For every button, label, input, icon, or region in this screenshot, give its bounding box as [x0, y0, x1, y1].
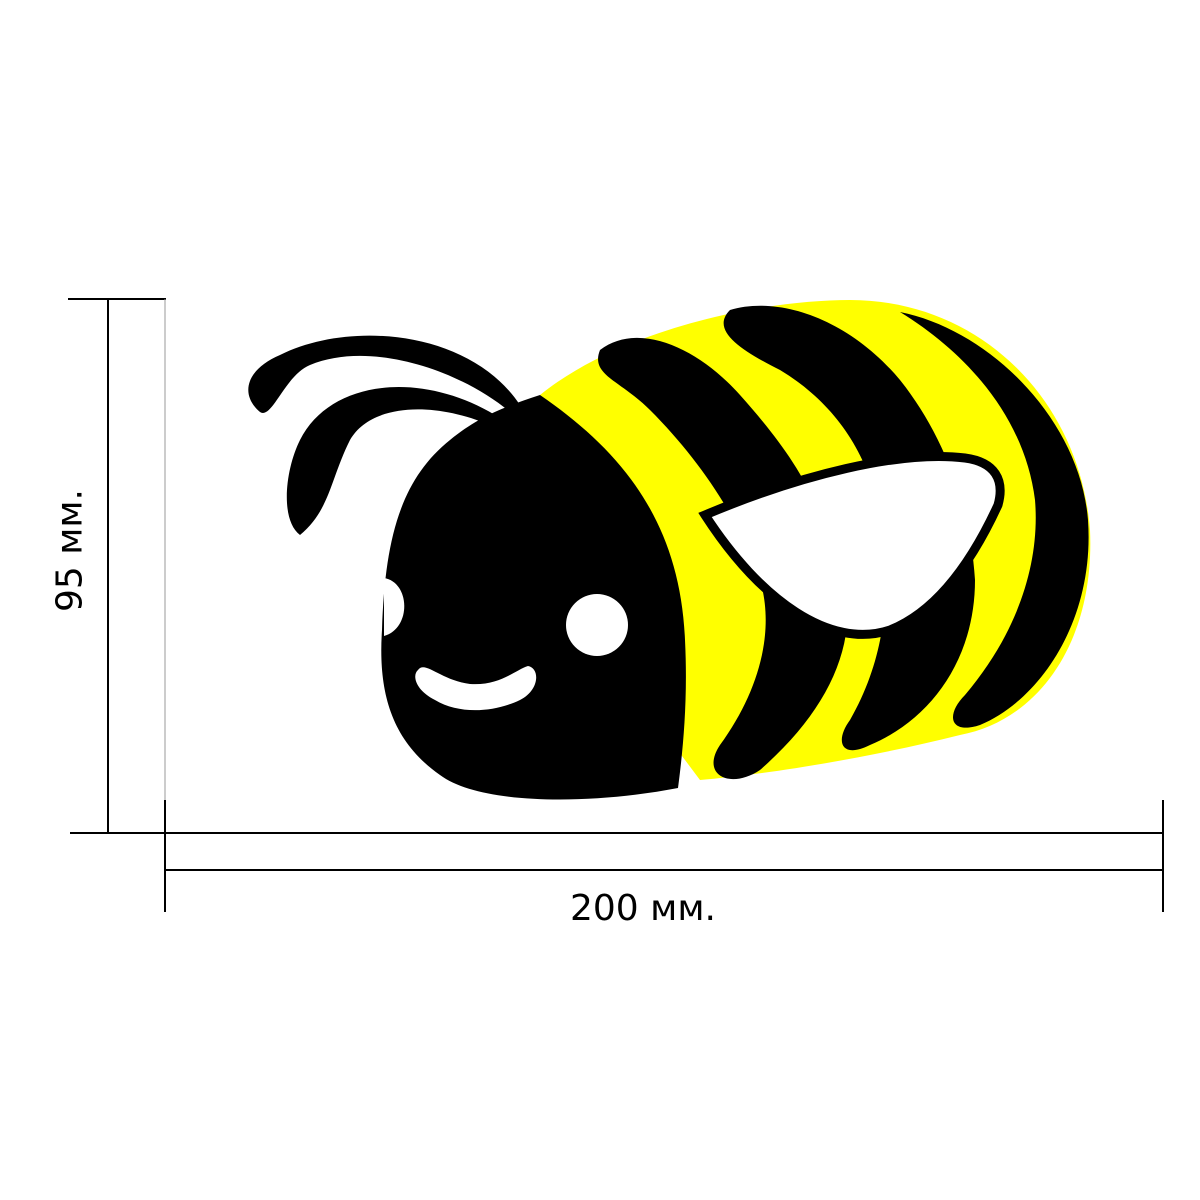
bee-antenna-2	[286, 387, 495, 535]
height-dimension	[68, 298, 166, 834]
width-dimension	[164, 800, 1164, 912]
bee-wing	[698, 452, 1005, 639]
height-label: 95 мм.	[49, 489, 91, 613]
width-label: 200 мм.	[570, 888, 716, 929]
bee-stripe-2	[723, 305, 975, 751]
bee-antenna-1	[248, 335, 521, 413]
bee-stripe-3	[900, 312, 1089, 728]
bee-eye-left	[384, 578, 405, 636]
bee-eye-right	[566, 594, 628, 656]
bee-stripe-1	[598, 337, 848, 780]
bee-smile	[415, 666, 537, 711]
bee-illustration	[248, 300, 1091, 800]
